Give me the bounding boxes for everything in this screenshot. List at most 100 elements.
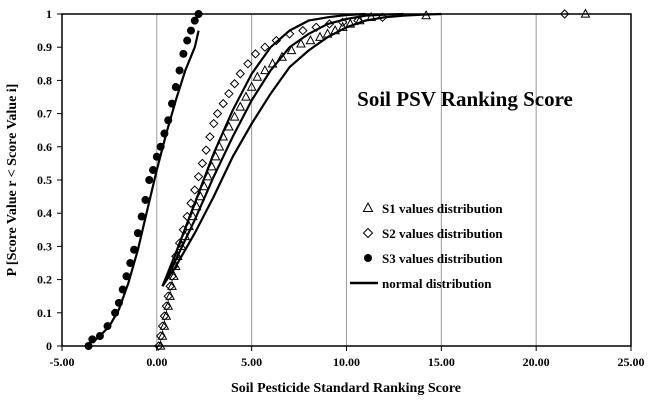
legend-circle-marker (364, 254, 372, 262)
s1-point (277, 51, 287, 61)
legend-label-s3: S3 values distribution (382, 251, 503, 266)
s2-point (190, 185, 200, 195)
s2-point (186, 198, 196, 208)
s1-point (345, 18, 356, 28)
s2-point (559, 9, 570, 19)
grid-lines (156, 14, 537, 346)
s3-point (145, 176, 154, 184)
s3-point (149, 166, 158, 175)
s2-point (212, 108, 223, 119)
x-tick-label: 5.00 (241, 355, 262, 369)
legend-label-s2: S2 values distribution (382, 226, 503, 241)
s1-point (305, 34, 316, 45)
s1-point (246, 81, 257, 91)
y-tick-label: 0.7 (37, 107, 52, 121)
s3-point (194, 10, 203, 18)
s3-point (152, 152, 161, 161)
y-tick-label: 0.2 (37, 273, 52, 287)
s2-point (193, 171, 204, 182)
x-tick-label: 20.00 (523, 355, 550, 369)
s1-point (296, 38, 306, 48)
normal-distribution-curves (91, 12, 442, 344)
s1-point (203, 171, 213, 181)
s3-point (160, 129, 169, 138)
y-tick-label: 0.4 (37, 206, 52, 220)
s2-point (311, 22, 321, 32)
s2-point (178, 225, 189, 235)
s3-point (103, 322, 112, 331)
s2-point (337, 17, 348, 28)
y-tick-label: 0.1 (37, 306, 52, 320)
s3-point (186, 26, 195, 35)
y-tick-label: 1 (46, 7, 52, 21)
x-tick-label: -5.00 (50, 355, 75, 369)
normal-distribution-line (91, 30, 200, 344)
s1-point (224, 121, 234, 131)
s2-point (298, 25, 308, 36)
s2-point (159, 311, 170, 321)
s1-point (184, 220, 194, 231)
s1-point (322, 28, 333, 38)
s2-point (197, 158, 208, 169)
s1-point (191, 200, 202, 211)
s1-point (580, 8, 591, 18)
s2-point (163, 291, 173, 301)
legend-diamond-marker (362, 227, 374, 239)
s3-point (171, 83, 180, 92)
s3-point (137, 212, 146, 221)
s2-point (174, 238, 185, 248)
s2-point (250, 49, 261, 59)
s3-point (111, 308, 120, 317)
s2-point (171, 251, 181, 262)
legend-triangle-marker (362, 201, 374, 212)
s2-point (157, 321, 168, 331)
legend-item-s2: S2 values distribution (362, 226, 503, 241)
x-tick-label: 0.00 (146, 355, 167, 369)
s1-point (286, 44, 297, 55)
s2-point (161, 301, 172, 311)
y-tick-label: 0.8 (37, 73, 52, 87)
s3-point (122, 272, 131, 281)
data-markers (84, 8, 591, 351)
y-axis-title: P [Score Value r < Score Value i] (5, 84, 20, 277)
s1-point (252, 71, 263, 81)
normal-distribution-line (161, 12, 366, 287)
s3-point (175, 66, 184, 75)
s1-point (214, 141, 225, 151)
s1-point (210, 151, 221, 161)
x-tick-label: 25.00 (618, 355, 645, 369)
s3-point (156, 142, 165, 151)
x-tick-label: 15.00 (428, 355, 455, 369)
s2-point (218, 98, 228, 109)
s2-point (243, 59, 253, 69)
s1-point (337, 21, 348, 31)
s3-point (126, 259, 135, 267)
legend-item-s3: S3 values distribution (364, 251, 503, 266)
s3-point (114, 298, 123, 307)
legend-item-normal: normal distribution (350, 276, 492, 291)
s2-point (209, 118, 219, 129)
y-tick-label: 0.5 (37, 173, 52, 187)
s3-point (179, 49, 188, 58)
s3-point (190, 16, 199, 25)
s2-point (284, 29, 295, 39)
legend-label-s1: S1 values distribution (382, 201, 503, 216)
s1-point (366, 11, 377, 21)
s3-point (168, 99, 177, 108)
s2-point (377, 12, 388, 23)
s2-point (229, 79, 240, 89)
y-tick-label: 0.3 (37, 239, 52, 253)
x-axis-ticks: -5.00 0.00 5.00 10.00 15.00 20.00 25.00 (50, 346, 645, 369)
y-axis-ticks: 0 0.1 0.2 0.3 0.4 0.5 0.6 0.7 0.8 0.9 1 (37, 7, 62, 353)
y-tick-label: 0 (46, 339, 52, 353)
s3-point (88, 335, 97, 344)
s1-point (421, 10, 432, 20)
s2-point (154, 341, 164, 351)
s2-point (271, 35, 282, 46)
s1-point (330, 25, 341, 35)
y-tick-label: 0.6 (37, 140, 52, 154)
s3-point (84, 342, 93, 350)
s2-point (235, 69, 245, 79)
